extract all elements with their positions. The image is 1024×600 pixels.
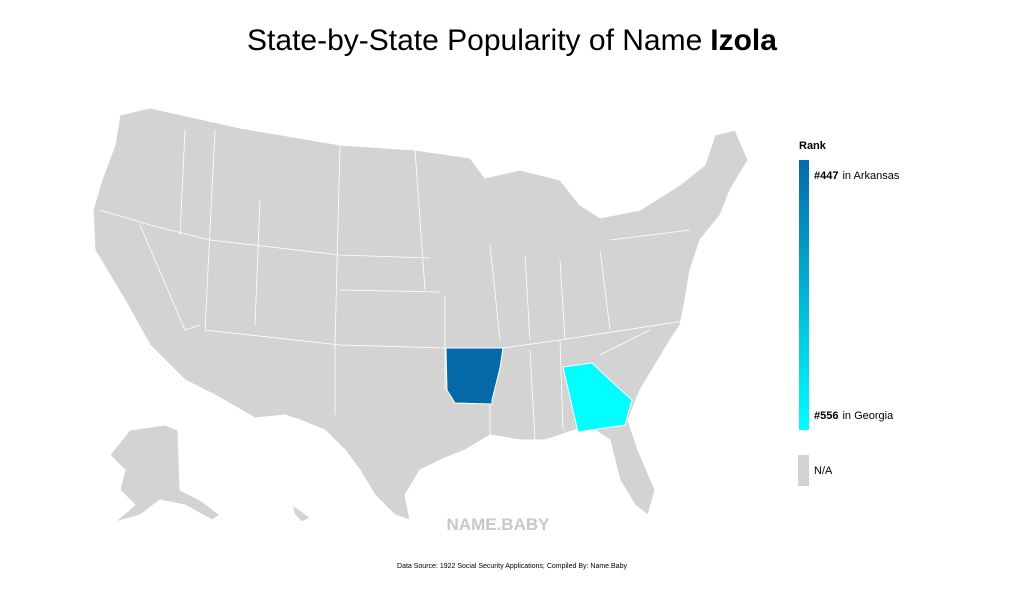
- hawaii: [291, 503, 311, 523]
- legend-top-rank: #447: [814, 170, 838, 182]
- alaska: [109, 424, 221, 523]
- legend-gradient: [799, 160, 809, 430]
- legend: Rank #447 in Arkansas #556 in Georgia N/A: [798, 140, 900, 486]
- legend-na-swatch: [798, 455, 809, 486]
- legend-bottom-label: in Georgia: [842, 410, 894, 422]
- title-name: Izola: [710, 24, 777, 57]
- footnote: Data Source: 1922 Social Security Applic…: [397, 563, 627, 570]
- legend-bottom-rank: #556: [814, 410, 838, 422]
- legend-top-label: in Arkansas: [842, 170, 899, 182]
- state-georgia: [562, 362, 633, 433]
- legend-bottom: #556 in Georgia: [814, 410, 894, 422]
- watermark: NAME.BABY: [447, 515, 551, 534]
- title: State-by-State Popularity of Name Izola: [247, 24, 777, 57]
- legend-top: #447 in Arkansas: [814, 170, 900, 182]
- contiguous-us: [92, 107, 749, 521]
- title-prefix: State-by-State Popularity of Name: [247, 24, 702, 57]
- state-arkansas: [445, 347, 504, 405]
- legend-na: N/A: [814, 465, 833, 477]
- map: [92, 107, 749, 523]
- legend-title: Rank: [799, 140, 827, 152]
